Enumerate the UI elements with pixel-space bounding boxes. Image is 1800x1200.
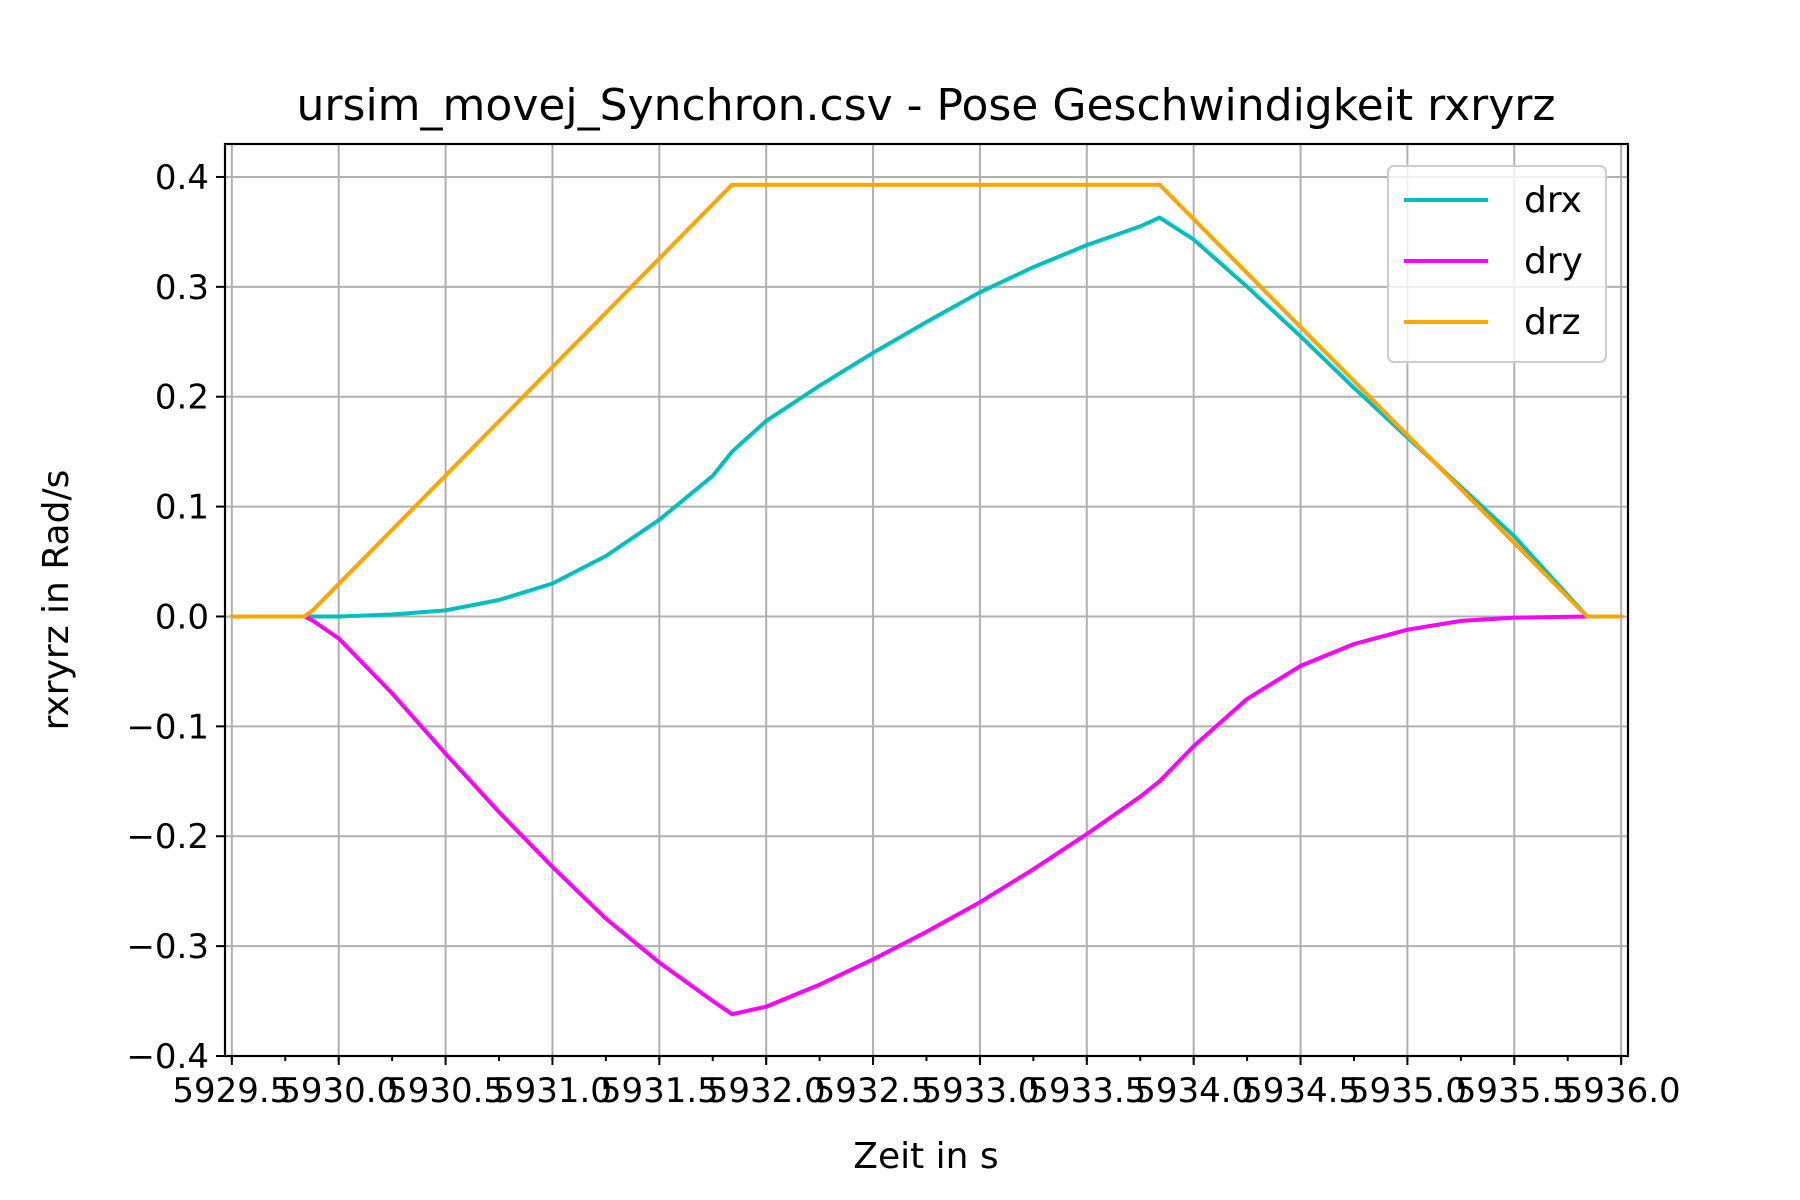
y-tick-label: 0.4 [155, 158, 209, 198]
y-axis-label: rxryrz in Rad/s [36, 470, 77, 731]
series-layer [229, 182, 1624, 1017]
series-line-dry [229, 614, 1624, 1017]
x-tick-label: 5930.5 [386, 1071, 505, 1111]
series-line-drz [229, 182, 1624, 619]
y-tick-label: 0.0 [155, 597, 209, 637]
y-tick-label: 0.1 [155, 488, 209, 528]
x-tick-label: 5934.0 [1134, 1071, 1253, 1111]
legend-label-dry: dry [1524, 241, 1583, 282]
legend-label-drz: drz [1524, 302, 1581, 343]
x-tick-label: 5935.5 [1455, 1071, 1574, 1111]
x-tick-label: 5931.0 [493, 1071, 612, 1111]
y-tick-label: −0.1 [126, 707, 209, 747]
legend-label-drx: drx [1524, 180, 1582, 221]
grid-layer [225, 144, 1628, 1057]
y-tick-label: −0.2 [126, 817, 209, 857]
x-tick-label: 5934.5 [1241, 1071, 1360, 1111]
y-tick-label: 0.3 [155, 268, 209, 308]
x-tick-label: 5936.0 [1562, 1071, 1681, 1111]
series-line-drx [229, 215, 1624, 619]
x-tick-label: 5929.5 [172, 1071, 291, 1111]
x-tick-label: 5932.5 [814, 1071, 933, 1111]
x-tick-label: 5931.5 [600, 1071, 719, 1111]
chart-title: ursim_movej_Synchron.csv - Pose Geschwin… [297, 80, 1556, 131]
x-tick-label: 5932.0 [707, 1071, 826, 1111]
x-tick-label: 5930.0 [279, 1071, 398, 1111]
x-tick-label: 5933.0 [920, 1071, 1039, 1111]
x-tick-label: 5933.5 [1027, 1071, 1146, 1111]
ticks-layer: 5929.55930.05930.55931.05931.55932.05932… [126, 158, 1680, 1111]
y-tick-label: −0.4 [126, 1037, 209, 1077]
x-axis-label: Zeit in s [853, 1136, 998, 1177]
x-tick-label: 5935.0 [1348, 1071, 1467, 1111]
y-tick-label: 0.2 [155, 378, 209, 418]
legend-box [1387, 165, 1607, 363]
legend: drx dry drz [1387, 165, 1607, 363]
y-tick-label: −0.3 [126, 927, 209, 967]
